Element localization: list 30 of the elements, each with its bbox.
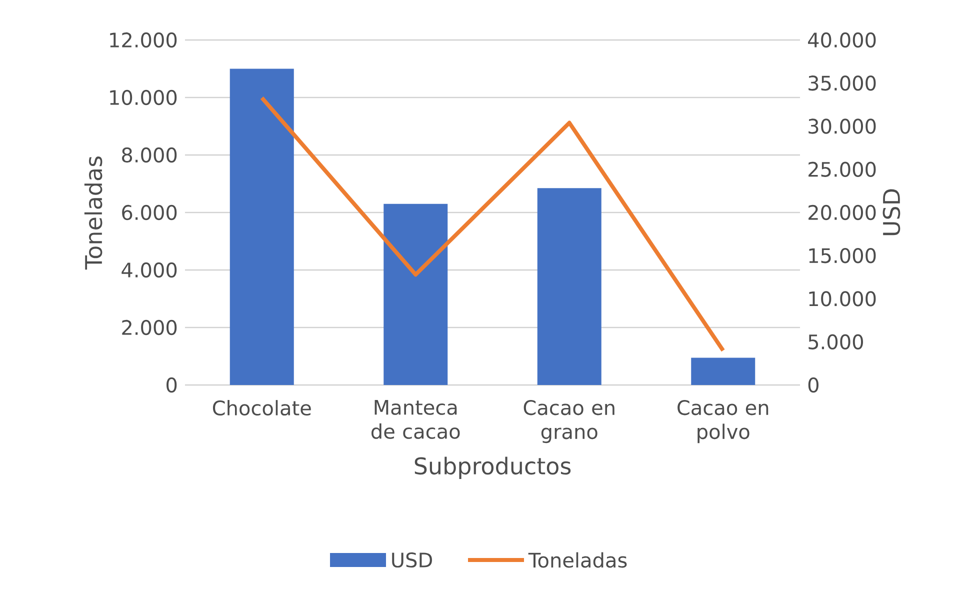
bar: [537, 188, 602, 386]
y-tick-label: 12.000: [110, 32, 177, 48]
x-tick-label: Cacao en polvo: [678, 400, 768, 444]
y2-tick-label: 0: [808, 377, 818, 393]
y2-tick-label: 25.000: [808, 162, 876, 177]
bar: [691, 358, 756, 386]
bar: [384, 204, 448, 386]
x-axis-title: Subproductos: [414, 456, 571, 480]
y-tick-label: 8.000: [122, 147, 177, 163]
x-tick-label: Chocolate: [212, 400, 311, 416]
y-tick-label: 6.000: [122, 204, 177, 220]
y-tick-label: 10.000: [110, 90, 177, 106]
x-tick-label: Cacao en grano: [524, 400, 614, 444]
legend-label: Toneladas: [528, 552, 627, 568]
y2-tick-label: 5.000: [808, 334, 863, 350]
y2-axis-title: USD: [882, 189, 900, 236]
y2-tick-label: 30.000: [808, 118, 876, 134]
y2-tick-label: 15.000: [809, 248, 876, 264]
bar: [230, 68, 294, 386]
legend-label: USD: [392, 552, 432, 568]
y2-tick-label: 20.000: [808, 204, 876, 220]
y-tick-label: 4.000: [122, 262, 177, 278]
y-tick-label: 2.000: [122, 320, 177, 336]
y2-tick-label: 40.000: [808, 32, 876, 48]
line-series: [260, 96, 726, 352]
y-tick-label: 0: [166, 377, 177, 393]
y-axis-title: Toneladas: [84, 156, 102, 270]
y2-tick-label: 10.000: [809, 291, 876, 306]
x-tick-label: Manteca de cacao: [372, 400, 460, 439]
y2-tick-label: 35.000: [808, 76, 876, 91]
